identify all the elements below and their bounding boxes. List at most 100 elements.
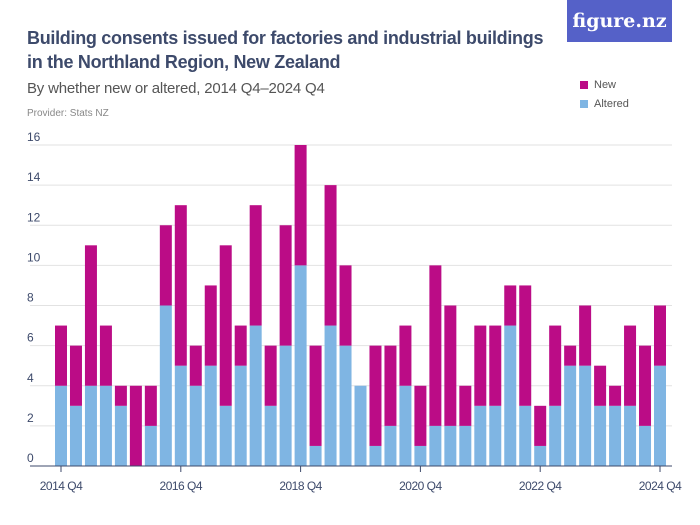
bar-new	[594, 365, 607, 406]
legend-item-new: New	[580, 75, 629, 94]
y-tick-label: 2	[27, 411, 34, 425]
bar-new	[384, 345, 397, 426]
y-tick-label: 4	[27, 371, 34, 385]
bar-new	[114, 385, 127, 406]
bar-new	[564, 345, 577, 366]
bar-altered	[609, 405, 622, 466]
chart-subtitle: By whether new or altered, 2014 Q4–2024 …	[27, 80, 325, 97]
figure-nz-logo[interactable]: figure.nz	[567, 0, 672, 42]
bar-altered	[279, 345, 292, 466]
bar-new	[144, 385, 157, 426]
bar-new	[204, 285, 217, 366]
bar-new	[549, 325, 562, 406]
bar-altered	[639, 425, 652, 466]
bar-new	[279, 225, 292, 346]
bar-altered	[564, 365, 577, 466]
bar-new	[444, 305, 457, 426]
bar-altered	[429, 425, 442, 466]
bar-new	[459, 385, 472, 426]
y-tick-label: 16	[27, 130, 41, 144]
bar-altered	[399, 385, 412, 466]
bar-altered	[204, 365, 217, 466]
bar-new	[519, 285, 532, 406]
chart-title: Building consents issued for factories a…	[27, 28, 544, 72]
bar-new	[234, 325, 247, 366]
bar-altered	[324, 325, 337, 466]
bar-new	[99, 325, 112, 386]
bar-altered	[159, 305, 172, 466]
y-tick-label: 0	[27, 451, 34, 465]
legend-item-altered: Altered	[580, 94, 629, 113]
bar-new	[414, 385, 427, 446]
bar-altered	[624, 405, 637, 466]
bar-new	[624, 325, 637, 406]
bar-new	[159, 225, 172, 306]
provider: Provider: Stats NZ	[27, 108, 109, 119]
bar-altered	[354, 385, 367, 466]
bar-new	[324, 185, 337, 326]
bar-altered	[519, 405, 532, 466]
bar-altered	[579, 365, 592, 466]
bar-new	[189, 345, 202, 386]
bar-altered	[219, 405, 232, 466]
bar-altered	[189, 385, 202, 466]
bar-altered	[654, 365, 666, 466]
bar-new	[474, 325, 487, 406]
bar-new	[309, 345, 322, 446]
bar-altered	[474, 405, 487, 466]
x-tick-label: 2020 Q4	[399, 479, 442, 493]
legend: New Altered	[580, 75, 629, 113]
bar-altered	[69, 405, 82, 466]
bar-new	[399, 325, 412, 386]
bar-altered	[444, 425, 457, 466]
bar-new	[219, 245, 232, 406]
bar-new	[489, 325, 502, 406]
bar-altered	[309, 445, 322, 466]
bar-new	[84, 245, 97, 386]
y-tick-label: 14	[27, 170, 41, 184]
bar-new	[69, 345, 82, 406]
bar-new	[129, 385, 142, 466]
bar-new	[504, 285, 517, 326]
bar-altered	[174, 365, 187, 466]
legend-label-new: New	[594, 78, 617, 91]
bar-new	[55, 325, 67, 386]
bar-new	[369, 345, 382, 446]
bar-altered	[339, 345, 352, 466]
bar-new	[654, 305, 666, 366]
bar-new	[249, 205, 262, 326]
y-tick-label: 6	[27, 331, 34, 345]
bar-altered	[234, 365, 247, 466]
x-tick-label: 2024 Q4	[639, 479, 682, 493]
bar-altered	[414, 445, 427, 466]
x-tick-label: 2022 Q4	[519, 479, 562, 493]
bar-new	[579, 305, 592, 366]
bar-altered	[249, 325, 262, 466]
bar-altered	[84, 385, 97, 466]
y-tick-label: 12	[27, 210, 41, 224]
bar-new	[339, 265, 352, 346]
bar-new	[429, 265, 442, 426]
x-tick-label: 2014 Q4	[40, 479, 83, 493]
legend-swatch-altered	[580, 99, 588, 108]
bar-altered	[504, 325, 517, 466]
bar-altered	[369, 445, 382, 466]
bar-altered	[294, 265, 307, 466]
bar-new	[609, 385, 622, 406]
bar-altered	[264, 405, 277, 466]
bar-altered	[99, 385, 112, 466]
bar-altered	[594, 405, 607, 466]
bar-altered	[534, 445, 547, 466]
y-tick-label: 10	[27, 250, 41, 264]
x-tick-label: 2018 Q4	[279, 479, 322, 493]
bar-altered	[489, 405, 502, 466]
bar-altered	[459, 425, 472, 466]
bar-altered	[384, 425, 397, 466]
bar-new	[264, 345, 277, 406]
bar-altered	[144, 425, 157, 466]
bar-new	[534, 405, 547, 446]
legend-swatch-new	[580, 80, 588, 89]
y-tick-label: 8	[27, 291, 34, 305]
bar-new	[174, 205, 187, 366]
